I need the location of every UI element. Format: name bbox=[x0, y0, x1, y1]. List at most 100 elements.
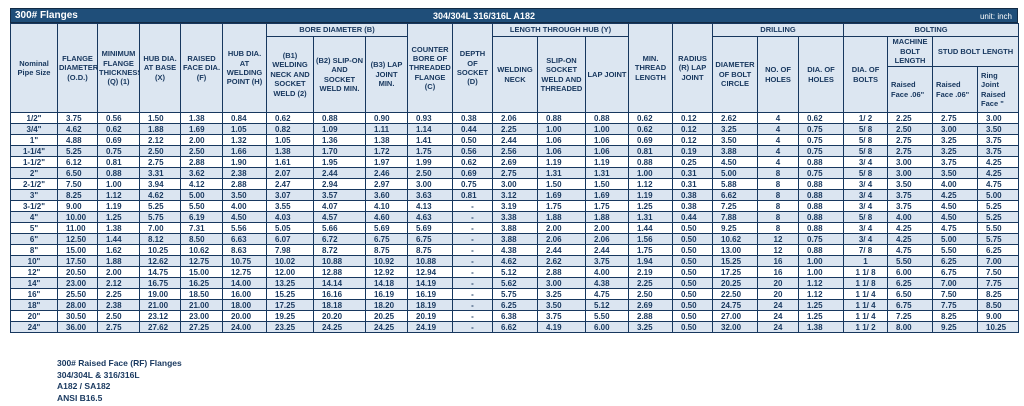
data-cell: 2.25 bbox=[97, 288, 140, 300]
data-cell: 10.92 bbox=[365, 255, 408, 267]
table-row: 1-1/2" 6.12 0.81 2.75 2.88 1.90 1.61 1.95 1.97 1.… bbox=[10, 156, 1020, 168]
data-cell: 8 bbox=[757, 167, 799, 179]
data-cell: 4.88 bbox=[57, 134, 98, 146]
data-cell: 7.98 bbox=[266, 244, 314, 256]
data-cell: 2.12 bbox=[139, 134, 181, 146]
data-cell: 3.63 bbox=[407, 189, 453, 201]
data-cell: 24 bbox=[757, 310, 799, 322]
data-cell: 10.88 bbox=[313, 255, 366, 267]
data-cell: 0.75 bbox=[797, 233, 845, 245]
data-cell: 1.38 bbox=[180, 112, 223, 124]
data-cell: 23.12 bbox=[139, 310, 181, 322]
data-cell: 1.75 bbox=[537, 200, 586, 212]
data-cell: 1.19 bbox=[628, 189, 673, 201]
data-cell: 0.75 bbox=[797, 123, 845, 135]
data-cell: 32.00 bbox=[712, 321, 758, 333]
data-cell: - bbox=[452, 211, 493, 223]
data-cell: 1 1/ 4 bbox=[843, 288, 889, 300]
row-header-cell: 10" bbox=[10, 255, 58, 267]
flange-dimension-table: Nominal Pipe Size FLANGE DIAMETER (O.D.)… bbox=[10, 23, 1020, 333]
data-cell: 6.75 bbox=[932, 266, 979, 278]
data-cell: 8.63 bbox=[222, 244, 267, 256]
data-cell: 7.25 bbox=[712, 200, 758, 212]
data-cell: 1.12 bbox=[97, 189, 140, 201]
data-cell: 4.25 bbox=[887, 233, 934, 245]
table-row: 5" 11.00 1.38 7.00 7.31 5.56 5.05 5.66 5.69 5.69-… bbox=[10, 222, 1020, 234]
data-cell: 2.38 bbox=[222, 167, 267, 179]
footer-line: A182 / SA182 bbox=[57, 381, 111, 391]
data-cell: 2.19 bbox=[628, 266, 673, 278]
data-cell: 0.88 bbox=[797, 244, 845, 256]
data-cell: 6.00 bbox=[887, 266, 934, 278]
data-cell: 6.72 bbox=[313, 233, 366, 245]
data-cell: 5.75 bbox=[977, 233, 1020, 245]
data-cell: 8.25 bbox=[977, 288, 1020, 300]
data-cell: 1.06 bbox=[585, 134, 629, 146]
data-cell: 0.50 bbox=[672, 321, 713, 333]
data-cell: 7.00 bbox=[977, 255, 1020, 267]
data-cell: 1.19 bbox=[585, 156, 629, 168]
data-cell: 3.25 bbox=[537, 288, 586, 300]
col-header-no-holes: NO. OF HOLES bbox=[757, 36, 799, 113]
data-cell: 0.50 bbox=[672, 310, 713, 322]
data-cell: 5.00 bbox=[180, 189, 223, 201]
data-cell: 1.50 bbox=[537, 178, 586, 190]
table-row: 1-1/4" 5.25 0.75 2.50 2.50 1.66 1.38 1.70 1.72 1.… bbox=[10, 145, 1020, 157]
data-cell: 2.25 bbox=[887, 112, 934, 124]
data-cell: 20.50 bbox=[57, 266, 98, 278]
data-cell: 2.06 bbox=[492, 112, 538, 124]
data-cell: 5.88 bbox=[712, 178, 758, 190]
data-cell: 6.75 bbox=[365, 233, 408, 245]
data-cell: 23.00 bbox=[57, 277, 98, 289]
col-header-b1: (B1) WELDING NECK AND SOCKET WELD (2) bbox=[266, 36, 314, 113]
data-cell: 21.00 bbox=[139, 299, 181, 311]
data-cell: 14.75 bbox=[139, 266, 181, 278]
material-spec-label: 304/304L 316/316L A182 bbox=[433, 11, 535, 21]
data-cell: 5.62 bbox=[492, 277, 538, 289]
data-cell: 27.00 bbox=[712, 310, 758, 322]
data-cell: 0.84 bbox=[222, 112, 267, 124]
data-cell: 10.88 bbox=[407, 255, 453, 267]
table-row: 2-1/2" 7.50 1.00 3.94 4.12 2.88 2.47 2.94 2.97 3.… bbox=[10, 178, 1020, 190]
data-cell: 4.60 bbox=[365, 211, 408, 223]
col-header-raised-face: RAISED FACE DIA. (F) bbox=[180, 23, 223, 113]
data-cell: 4.50 bbox=[712, 156, 758, 168]
data-cell: 25.50 bbox=[57, 288, 98, 300]
data-cell: 2.97 bbox=[365, 178, 408, 190]
data-cell: 0.75 bbox=[797, 145, 845, 157]
col-header-nominal: Nominal Pipe Size bbox=[10, 23, 58, 113]
data-cell: 24 bbox=[757, 299, 799, 311]
data-cell: 1 1/ 4 bbox=[843, 310, 889, 322]
data-cell: 3.75 bbox=[932, 156, 979, 168]
data-cell: 0.88 bbox=[628, 156, 673, 168]
data-cell: 1.00 bbox=[797, 266, 845, 278]
table-row: 24" 36.00 2.75 27.62 27.25 24.00 23.25 24.25 24.… bbox=[10, 321, 1020, 333]
data-cell: 1.31 bbox=[628, 211, 673, 223]
data-cell: 2.88 bbox=[222, 178, 267, 190]
data-cell: 1.12 bbox=[797, 277, 845, 289]
data-cell: 3.00 bbox=[492, 178, 538, 190]
data-cell: 0.50 bbox=[672, 255, 713, 267]
data-cell: 15.00 bbox=[180, 266, 223, 278]
data-cell: 1.88 bbox=[139, 123, 181, 135]
data-cell: 2.06 bbox=[585, 233, 629, 245]
col-header-hub-base: HUB DIA. AT BASE (X) bbox=[139, 23, 181, 113]
data-cell: 3.50 bbox=[537, 299, 586, 311]
data-cell: 0.88 bbox=[797, 222, 845, 234]
data-cell: 1.06 bbox=[585, 145, 629, 157]
data-cell: 3.12 bbox=[492, 189, 538, 201]
data-cell: 12.62 bbox=[139, 255, 181, 267]
data-cell: 1.31 bbox=[585, 167, 629, 179]
data-cell: 6.75 bbox=[407, 233, 453, 245]
data-cell: - bbox=[452, 310, 493, 322]
data-cell: 2.75 bbox=[932, 112, 979, 124]
table-row: 3" 8.25 1.12 4.62 5.00 3.50 3.07 3.57 3.60 3.63 0.… bbox=[10, 189, 1020, 201]
data-cell: 3.00 bbox=[932, 123, 979, 135]
data-cell: 10.75 bbox=[222, 255, 267, 267]
data-cell: 6.07 bbox=[266, 233, 314, 245]
data-cell: 2.88 bbox=[628, 310, 673, 322]
data-cell: 8 bbox=[757, 200, 799, 212]
data-cell: 2.75 bbox=[492, 167, 538, 179]
data-cell: 4.50 bbox=[932, 211, 979, 223]
data-cell: 30.50 bbox=[57, 310, 98, 322]
